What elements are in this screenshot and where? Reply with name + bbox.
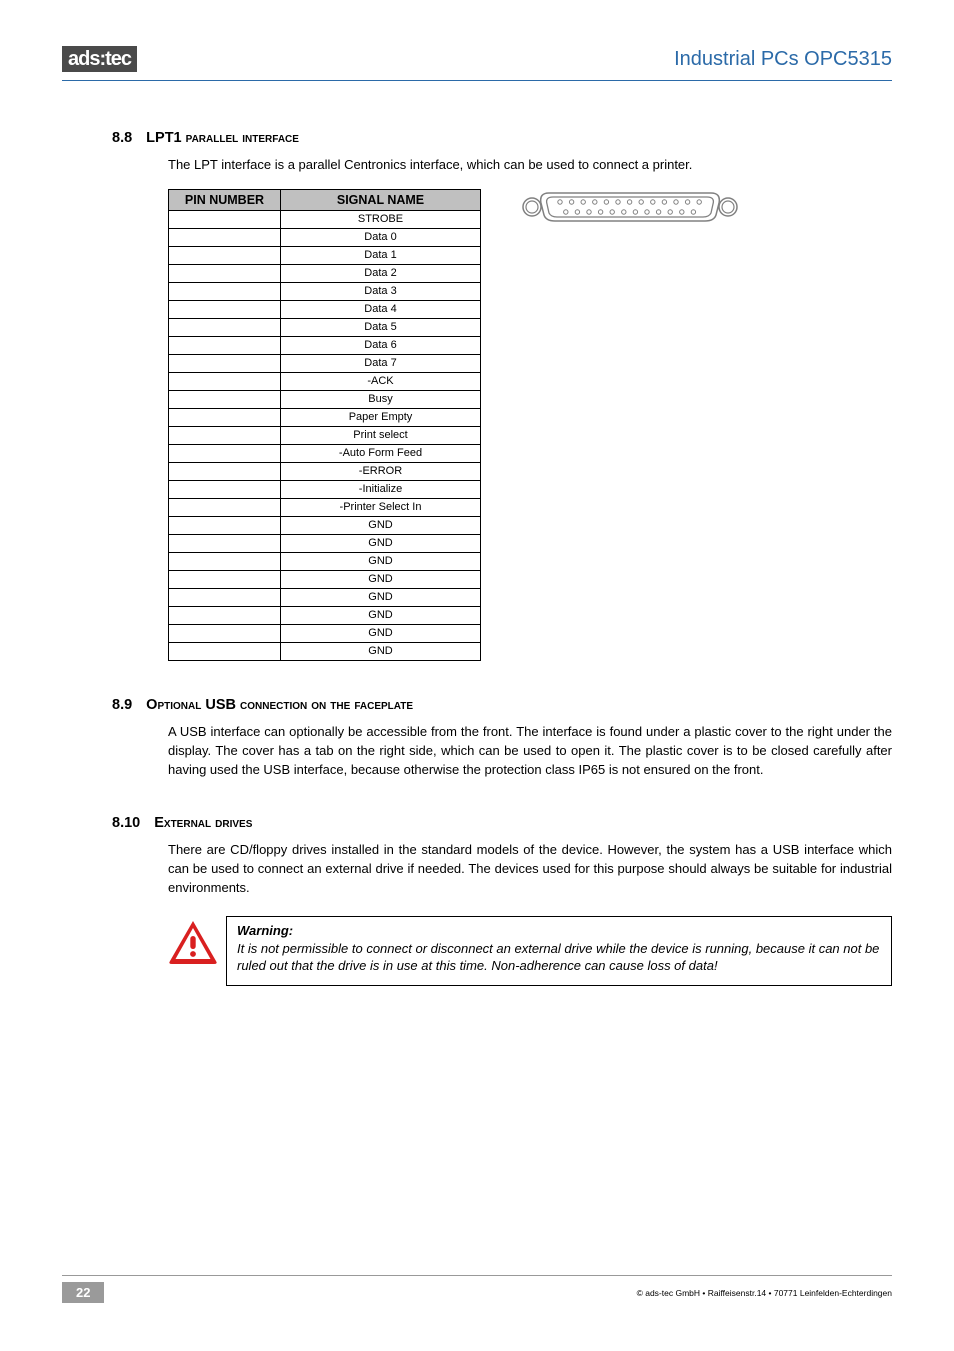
table-row: GND [169,606,481,624]
table-row: Data 6 [169,336,481,354]
col-header-pin: PIN NUMBER [169,189,281,210]
table-row: Data 3 [169,282,481,300]
table-row: -ACK [169,372,481,390]
table-row: GND [169,534,481,552]
table-row: Data 0 [169,228,481,246]
section-num: 8.8 [112,130,132,146]
warning-title: Warning: [237,923,881,938]
section-body: There are CD/floppy drives installed in … [168,841,892,898]
footer-text: © ads-tec GmbH • Raiffeisenstr.14 • 7077… [637,1288,892,1298]
table-row: -ERROR [169,462,481,480]
table-row: Print select [169,426,481,444]
table-row: GND [169,588,481,606]
section-body: A USB interface can optionally be access… [168,723,892,780]
page-number: 22 [62,1282,104,1303]
table-row: STROBE [169,210,481,228]
warning-icon [168,920,218,964]
table-row: GND [169,516,481,534]
table-row: Data 2 [169,264,481,282]
page-title: Industrial PCs OPC5315 [674,48,892,71]
section-title: LPT1 parallel interface [146,130,299,146]
footer-inner: 22 © ads-tec GmbH • Raiffeisenstr.14 • 7… [62,1282,892,1303]
table-row: -Printer Select In [169,498,481,516]
table-row: GND [169,624,481,642]
table-row: Data 5 [169,318,481,336]
footer-rule [62,1275,892,1276]
table-row: -Initialize [169,480,481,498]
content: 8.8 LPT1 parallel interface The LPT inte… [112,130,892,986]
warning-callout: Warning: It is not permissible to connec… [168,916,892,986]
table-row: GND [169,642,481,660]
section-heading-8-10: 8.10 External drives [112,815,892,831]
section-heading-8-9: 8.9 Optional USB connection on the facep… [112,697,892,713]
db25-connector-icon [521,189,739,225]
warning-box: Warning: It is not permissible to connec… [226,916,892,986]
section-title: External drives [154,815,252,831]
table-row: Busy [169,390,481,408]
section-heading-8-8: 8.8 LPT1 parallel interface [112,130,892,146]
pin-table: PIN NUMBER SIGNAL NAME STROBE Data 0 Dat… [168,189,481,661]
table-row: PIN NUMBER SIGNAL NAME [169,189,481,210]
table-row: GND [169,570,481,588]
warning-icon-cell [168,916,226,986]
table-row: -Auto Form Feed [169,444,481,462]
section-num: 8.9 [112,697,132,713]
section-title: Optional USB connection on the faceplate [146,697,413,713]
logo-text: ads:tec [62,46,137,72]
pin-section: PIN NUMBER SIGNAL NAME STROBE Data 0 Dat… [168,189,892,661]
table-row: Data 4 [169,300,481,318]
header-rule [62,80,892,81]
table-row: GND [169,552,481,570]
table-row: Data 1 [169,246,481,264]
table-row: Data 7 [169,354,481,372]
warning-body: It is not permissible to connect or disc… [237,940,881,975]
logo: ads:tec [62,48,137,71]
section-intro: The LPT interface is a parallel Centroni… [168,156,892,175]
footer: 22 © ads-tec GmbH • Raiffeisenstr.14 • 7… [62,1275,892,1303]
col-header-signal: SIGNAL NAME [281,189,481,210]
table-row: Paper Empty [169,408,481,426]
section-num: 8.10 [112,815,140,831]
